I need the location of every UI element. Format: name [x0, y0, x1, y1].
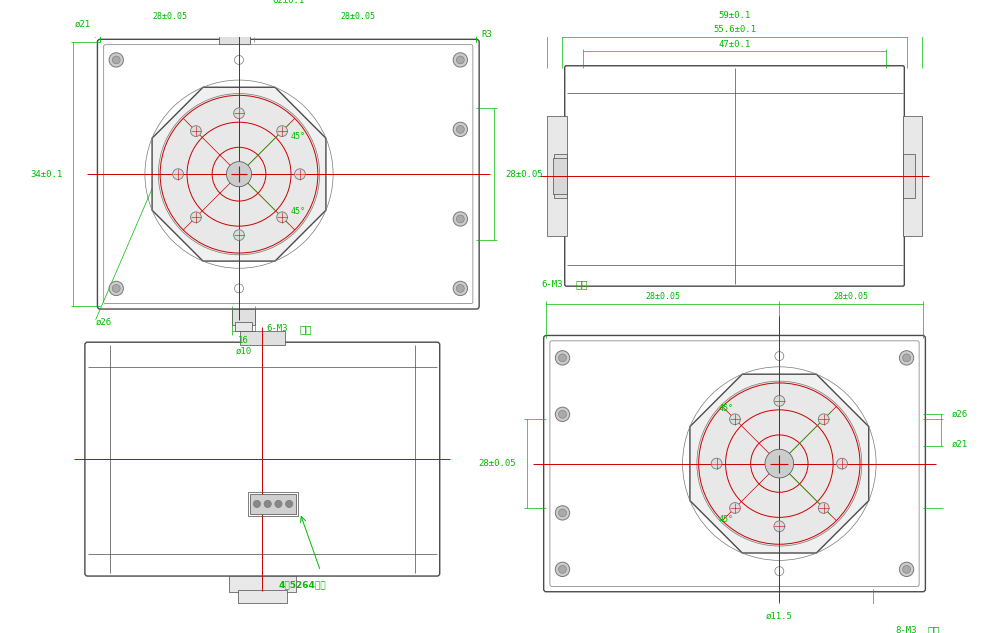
Circle shape — [456, 125, 464, 134]
Text: 28±0.05: 28±0.05 — [478, 459, 516, 468]
Bar — [238, 591, 287, 603]
Text: 55.6±0.1: 55.6±0.1 — [713, 25, 756, 34]
Circle shape — [191, 126, 201, 137]
Bar — [903, 154, 915, 198]
Text: 45°: 45° — [291, 132, 306, 141]
Polygon shape — [690, 374, 869, 553]
FancyBboxPatch shape — [544, 335, 925, 592]
Circle shape — [730, 414, 740, 425]
Circle shape — [453, 212, 468, 226]
Circle shape — [456, 215, 464, 223]
Bar — [250, 494, 296, 514]
Text: 8-M3: 8-M3 — [896, 626, 917, 633]
Text: ø10: ø10 — [235, 347, 252, 356]
Bar — [240, 330, 285, 345]
Text: 内牙: 内牙 — [927, 625, 940, 633]
Text: ø21: ø21 — [75, 20, 91, 28]
Text: 4拼5264端子: 4拼5264端子 — [279, 580, 326, 589]
Circle shape — [711, 458, 722, 469]
Circle shape — [191, 212, 201, 223]
Text: 45°: 45° — [291, 207, 306, 216]
Circle shape — [112, 56, 120, 64]
Text: 6-M3: 6-M3 — [542, 280, 563, 289]
Text: 28±0.05: 28±0.05 — [834, 292, 869, 301]
Text: ø11.5: ø11.5 — [766, 611, 793, 620]
Circle shape — [555, 562, 570, 577]
Circle shape — [453, 53, 468, 67]
Text: 28±0.05: 28±0.05 — [340, 11, 375, 20]
Circle shape — [234, 230, 244, 241]
Circle shape — [555, 506, 570, 520]
Circle shape — [226, 161, 252, 187]
Text: 内牙: 内牙 — [300, 323, 312, 334]
Circle shape — [234, 108, 244, 118]
Bar — [554, 154, 567, 198]
Text: 47±0.1: 47±0.1 — [718, 40, 751, 49]
Circle shape — [765, 449, 794, 478]
Text: 34±0.1: 34±0.1 — [30, 170, 62, 179]
Text: 28±0.05: 28±0.05 — [505, 170, 543, 179]
FancyBboxPatch shape — [97, 39, 479, 309]
Circle shape — [837, 458, 847, 469]
FancyBboxPatch shape — [565, 66, 904, 286]
Text: ø26: ø26 — [96, 318, 112, 327]
Circle shape — [109, 281, 123, 296]
Bar — [219, 35, 250, 44]
Circle shape — [774, 396, 785, 406]
Circle shape — [173, 169, 183, 180]
Circle shape — [559, 565, 566, 573]
Text: 45°: 45° — [718, 404, 733, 413]
Circle shape — [253, 500, 261, 508]
Bar — [547, 116, 567, 235]
Circle shape — [456, 284, 464, 292]
Circle shape — [559, 509, 566, 517]
Text: 59±0.1: 59±0.1 — [718, 11, 751, 20]
Circle shape — [453, 281, 468, 296]
Circle shape — [730, 503, 740, 513]
Circle shape — [555, 351, 570, 365]
Text: 16: 16 — [238, 336, 249, 345]
Text: 28±0.05: 28±0.05 — [645, 292, 680, 301]
Text: 28±0.05: 28±0.05 — [152, 11, 187, 20]
Bar — [248, 492, 298, 515]
Bar — [235, 322, 252, 330]
Circle shape — [559, 354, 566, 362]
Bar — [232, 309, 255, 325]
Circle shape — [818, 414, 829, 425]
Text: 内牙: 内牙 — [576, 279, 588, 289]
Bar — [553, 158, 567, 194]
Circle shape — [275, 500, 282, 508]
Text: R3: R3 — [481, 30, 492, 39]
Bar — [229, 576, 296, 592]
Circle shape — [295, 169, 305, 180]
Circle shape — [264, 500, 271, 508]
Circle shape — [555, 407, 570, 422]
Text: 45°: 45° — [718, 515, 733, 523]
Circle shape — [277, 212, 287, 223]
Circle shape — [903, 354, 911, 362]
Circle shape — [109, 53, 123, 67]
Polygon shape — [152, 87, 326, 261]
Circle shape — [774, 521, 785, 532]
Circle shape — [559, 410, 566, 418]
Circle shape — [903, 565, 911, 573]
Circle shape — [286, 500, 293, 508]
Bar — [903, 116, 922, 235]
FancyBboxPatch shape — [85, 342, 440, 576]
Circle shape — [453, 122, 468, 137]
Circle shape — [456, 56, 464, 64]
Circle shape — [899, 562, 914, 577]
Circle shape — [899, 351, 914, 365]
Circle shape — [277, 126, 287, 137]
Text: ø21: ø21 — [951, 439, 967, 448]
Circle shape — [818, 503, 829, 513]
Text: ø26: ø26 — [951, 410, 967, 419]
Circle shape — [697, 381, 862, 546]
Text: 62±0.1: 62±0.1 — [272, 0, 304, 5]
Circle shape — [158, 94, 320, 255]
Text: 6-M3: 6-M3 — [266, 324, 287, 333]
Circle shape — [112, 284, 120, 292]
